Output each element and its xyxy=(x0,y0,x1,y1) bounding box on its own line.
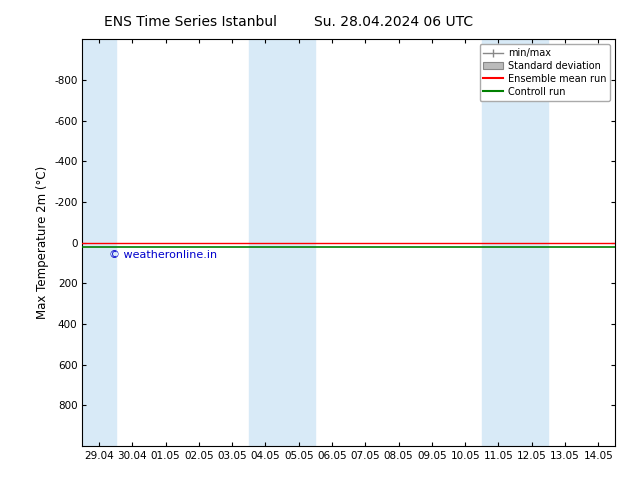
Text: © weatheronline.in: © weatheronline.in xyxy=(109,250,217,260)
Text: ENS Time Series Istanbul: ENS Time Series Istanbul xyxy=(104,15,276,29)
Y-axis label: Max Temperature 2m (°C): Max Temperature 2m (°C) xyxy=(36,166,49,319)
Bar xyxy=(482,39,548,446)
Bar xyxy=(249,39,316,446)
Legend: min/max, Standard deviation, Ensemble mean run, Controll run: min/max, Standard deviation, Ensemble me… xyxy=(479,44,610,100)
Text: Su. 28.04.2024 06 UTC: Su. 28.04.2024 06 UTC xyxy=(314,15,472,29)
Bar xyxy=(82,39,116,446)
